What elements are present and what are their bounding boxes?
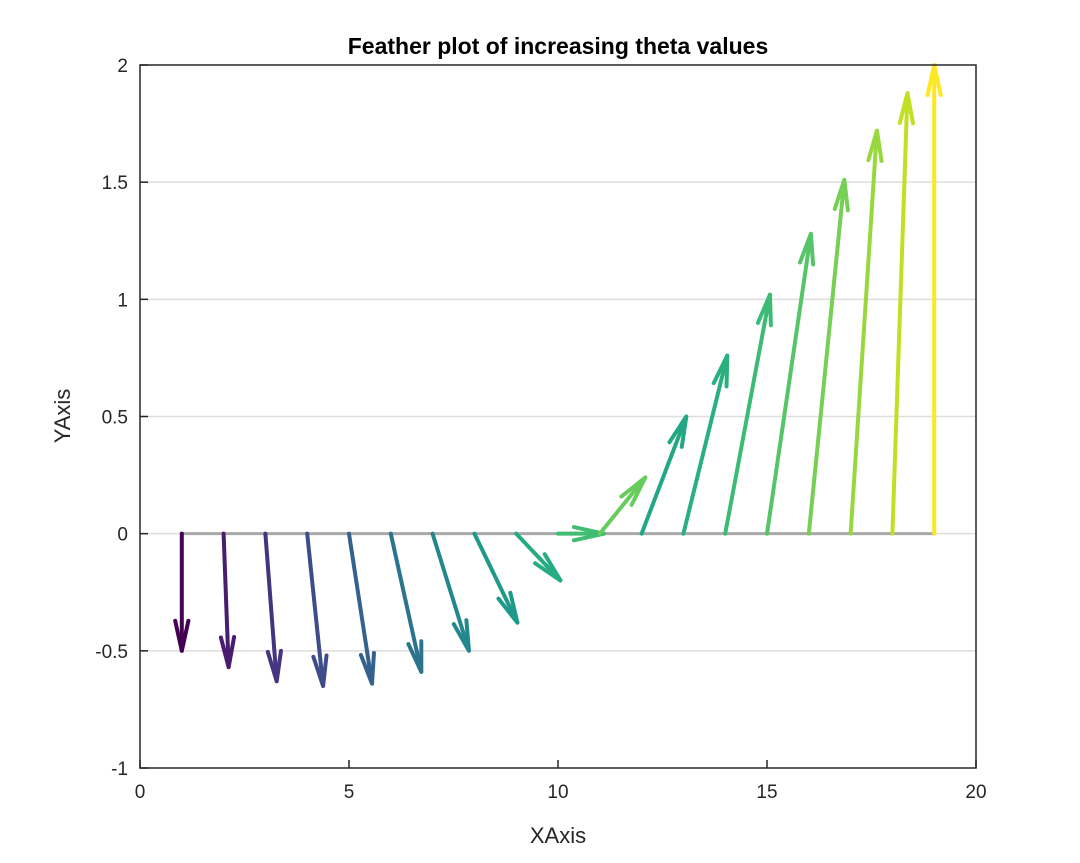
feather-head [496,590,520,624]
feather-shaft [221,531,231,670]
x-tick-label: 10 [547,782,568,803]
feather-shaft [305,531,326,688]
feather-shaft [681,353,730,536]
feather-arrow-18 [890,91,916,536]
feather-head [711,354,730,389]
feather-arrow-1 [173,531,191,653]
feather-head [311,653,329,687]
feather-shaft [639,414,689,536]
y-tick-label: 1 [117,290,128,311]
feather-head [897,92,916,126]
feather-shaft [890,91,910,536]
feather-arrow-17 [848,128,884,536]
y-tick-label: -0.5 [95,642,128,663]
feather-head [755,293,773,328]
feather-arrow-10 [556,525,606,543]
feather-shaft [472,531,520,625]
y-tick-label: 0 [117,525,128,546]
feather-head [406,639,424,673]
feather-shaft [347,531,374,686]
feather-head [619,475,648,507]
tick-layer: -1-0.500.511.520 5 10 15 20 [95,56,986,803]
feather-arrow-16 [806,177,850,536]
feather-arrow-8 [472,531,520,625]
feather-shaft [388,531,424,674]
feather-layer [173,63,943,688]
x-tick-label: 0 [135,782,146,803]
feather-arrow-3 [263,531,283,684]
feather-arrow-13 [681,353,730,536]
feather-arrow-7 [430,531,471,653]
feather-arrow-4 [305,531,329,688]
feather-shaft [263,531,279,684]
feather-arrow-2 [218,531,237,670]
feather-head [533,552,563,583]
feather-shaft [597,475,648,536]
feather-shaft [514,531,563,583]
y-axis-label: YAxis [50,389,75,444]
x-tick-label: 5 [344,782,355,803]
y-tick-label: 0.5 [102,408,128,429]
x-tick-label: 15 [756,782,777,803]
x-tick-label: 20 [965,782,986,803]
feather-arrow-9 [514,531,563,583]
feather-arrow-6 [388,531,424,674]
feather-arrow-5 [347,531,376,686]
feather-head [866,130,884,163]
feather-head [832,179,850,213]
feather-head [571,525,605,543]
x-axis-label: XAxis [530,823,586,848]
feather-arrow-12 [639,414,689,536]
feather-shaft [430,531,471,653]
feather-arrow-11 [597,475,648,536]
feather-head [667,415,689,449]
feather-shaft [723,292,772,536]
feather-arrow-15 [765,231,816,536]
chart-title: Feather plot of increasing theta values [348,33,769,59]
feather-arrow-14 [723,292,773,536]
feather-head [798,233,816,267]
feather-shaft [806,177,847,536]
feather-head [451,618,471,652]
feather-head [358,650,376,685]
y-tick-label: 1.5 [102,173,128,194]
feather-shaft [765,231,813,536]
feather-shaft [848,128,879,536]
feather-head [265,648,283,682]
feather-head [173,618,191,652]
y-tick-label: 2 [117,56,128,77]
y-tick-label: -1 [111,759,128,780]
feather-head [218,635,237,668]
